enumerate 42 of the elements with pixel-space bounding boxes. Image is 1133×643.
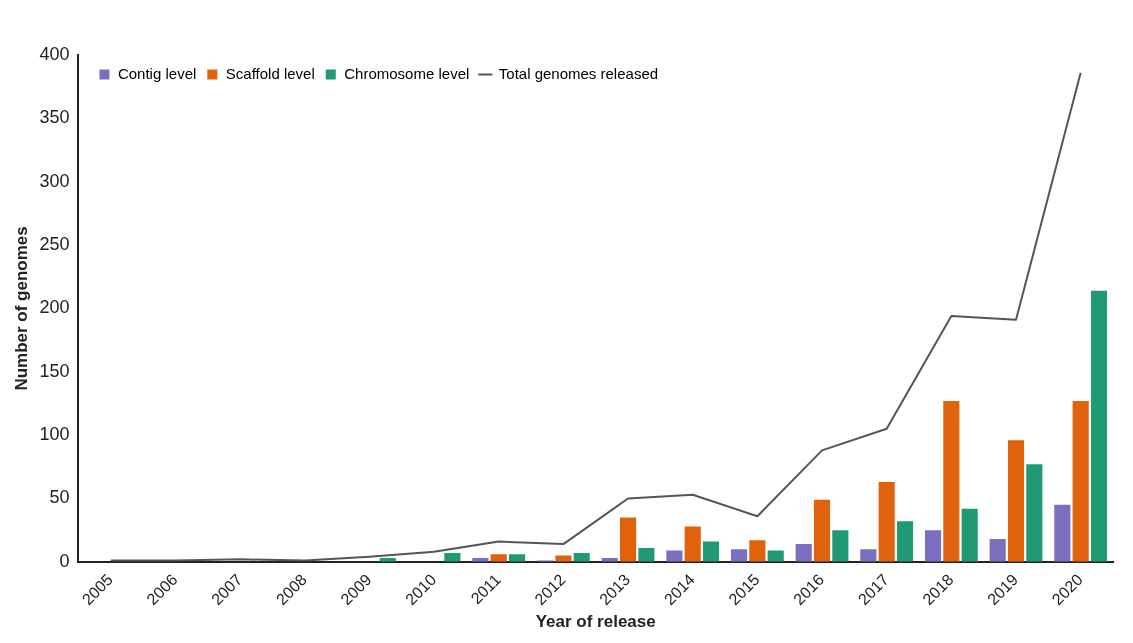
- y-tick-label: 300: [39, 170, 70, 191]
- x-axis-title: Year of release: [535, 612, 656, 632]
- y-tick-label: 150: [39, 360, 70, 381]
- bar: [702, 541, 720, 562]
- y-tick-label: 50: [49, 487, 70, 508]
- bar: [989, 539, 1006, 562]
- bar: [508, 554, 526, 562]
- bar: [767, 550, 784, 562]
- legend-label: Chromosome level: [344, 64, 470, 82]
- bar: [444, 552, 461, 562]
- bar: [943, 400, 960, 562]
- y-tick-label: 350: [39, 107, 70, 128]
- legend-label: Total genomes released: [498, 64, 659, 82]
- bar: [749, 540, 766, 562]
- bar: [860, 549, 877, 562]
- bar: [832, 530, 849, 562]
- bar: [638, 547, 655, 562]
- bar: [684, 526, 701, 562]
- legend-label: Scaffold level: [225, 64, 315, 82]
- bar: [795, 544, 812, 562]
- y-tick-label: 200: [39, 297, 70, 318]
- bar: [490, 554, 507, 562]
- bar: [1090, 290, 1108, 562]
- bar: [730, 549, 748, 562]
- legend-label: Contig level: [117, 64, 197, 82]
- y-tick-label: 100: [39, 424, 70, 445]
- bar: [1072, 400, 1089, 562]
- y-tick-label: 0: [59, 550, 70, 571]
- bar: [1007, 440, 1025, 562]
- bar: [1026, 464, 1043, 562]
- bar: [924, 530, 942, 562]
- y-axis-title: Number of genomes: [11, 226, 31, 391]
- y-tick-label: 400: [39, 43, 70, 64]
- bar: [878, 482, 895, 562]
- bar: [896, 521, 914, 562]
- bar: [619, 517, 637, 562]
- bar: [573, 552, 590, 562]
- bar: [961, 508, 978, 562]
- y-tick-label: 250: [39, 234, 70, 255]
- bar: [813, 499, 831, 562]
- bar: [1054, 504, 1071, 562]
- bar: [666, 550, 683, 562]
